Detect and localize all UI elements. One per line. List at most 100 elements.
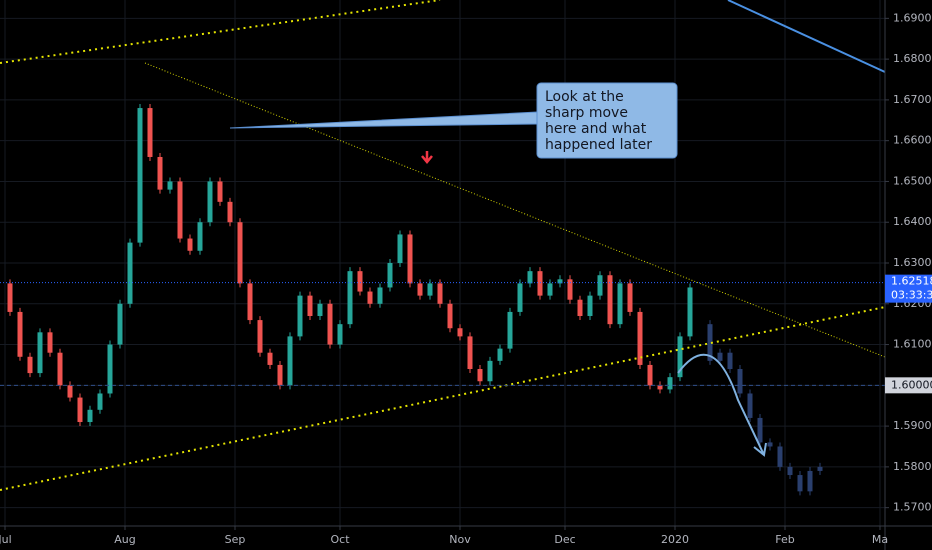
candle [27,356,33,374]
candle [727,352,733,370]
candle [317,303,323,317]
candle [767,442,773,447]
trendline [0,306,886,491]
candle [147,108,153,157]
candle [407,234,413,284]
x-tick-label: Feb [775,533,794,546]
callout-box [536,82,678,159]
candle [377,287,383,304]
x-tick-label: Nov [449,533,471,546]
y-tick-label: 1.63000 [893,256,932,269]
callout-line: happened later [545,137,652,153]
candle [667,377,673,390]
candle [247,283,253,321]
candle [287,336,293,386]
candle [77,397,83,423]
level-label: 1.60000 [891,378,932,391]
y-tick-label: 1.61000 [893,338,932,351]
candle [607,275,613,325]
candle [617,283,623,325]
y-tick-label: 1.66000 [893,134,932,147]
candle [427,283,433,296]
candle [177,181,183,239]
candle [227,201,233,223]
candle [817,466,823,471]
candle [707,324,713,361]
drawings [0,0,886,491]
candle [357,271,363,292]
candle [677,336,683,378]
y-tick-label: 1.67000 [893,93,932,106]
last-price-label: 1.62518 [891,275,932,288]
candle [717,352,723,361]
candle [107,344,113,394]
x-tick-label: 2020 [661,533,689,546]
candle [97,393,103,410]
last-price-badge [885,274,932,303]
trendline [0,0,441,64]
level-badge [885,377,932,394]
candle [737,369,743,394]
candle [477,369,483,382]
callout-line: sharp move [545,105,628,121]
candle [277,364,283,386]
candle [207,181,213,223]
candle [257,320,263,353]
arrow-head [753,442,767,457]
countdown-label: 03:33:35 [891,289,932,302]
candle [367,291,373,304]
candle [647,364,653,386]
candle [17,311,23,357]
candle [777,446,783,467]
candle [137,108,143,243]
y-tick-label: 1.65000 [893,174,932,187]
candle [527,271,533,284]
candle [57,352,63,386]
candle [347,271,353,325]
y-tick-label: 1.68000 [893,52,932,65]
candle [337,324,343,345]
candle [37,332,43,374]
trendline [144,62,886,358]
signal-arrow [421,151,433,164]
candle [127,242,133,304]
candle [747,393,753,418]
candle [587,295,593,317]
candle [637,311,643,365]
candle [757,417,763,443]
candle [567,279,573,300]
candle [217,181,223,202]
candle [517,283,523,312]
x-tick-label: Jul [0,533,12,546]
candle [597,275,603,296]
y-tick-label: 1.69000 [893,11,932,24]
x-tick-label: Oct [330,533,350,546]
arrow [677,353,765,456]
candle [627,283,633,312]
candle [497,348,503,361]
candle [267,352,273,365]
callout-line: here and what [545,121,647,137]
candle [467,336,473,370]
candle [557,279,563,284]
candle [507,311,513,349]
candle [237,222,243,284]
candle [487,360,493,382]
candle [307,295,313,317]
candle [117,303,123,345]
grid [0,0,885,526]
candles [7,104,823,496]
candle [577,299,583,317]
candle [187,238,193,251]
candle [387,263,393,288]
y-tick-label: 1.59000 [893,419,932,432]
x-tick-label: Aug [114,533,135,546]
candle [687,287,693,337]
candle [167,181,173,190]
x-tick-label: Dec [554,533,575,546]
y-tick-label: 1.58000 [893,460,932,473]
